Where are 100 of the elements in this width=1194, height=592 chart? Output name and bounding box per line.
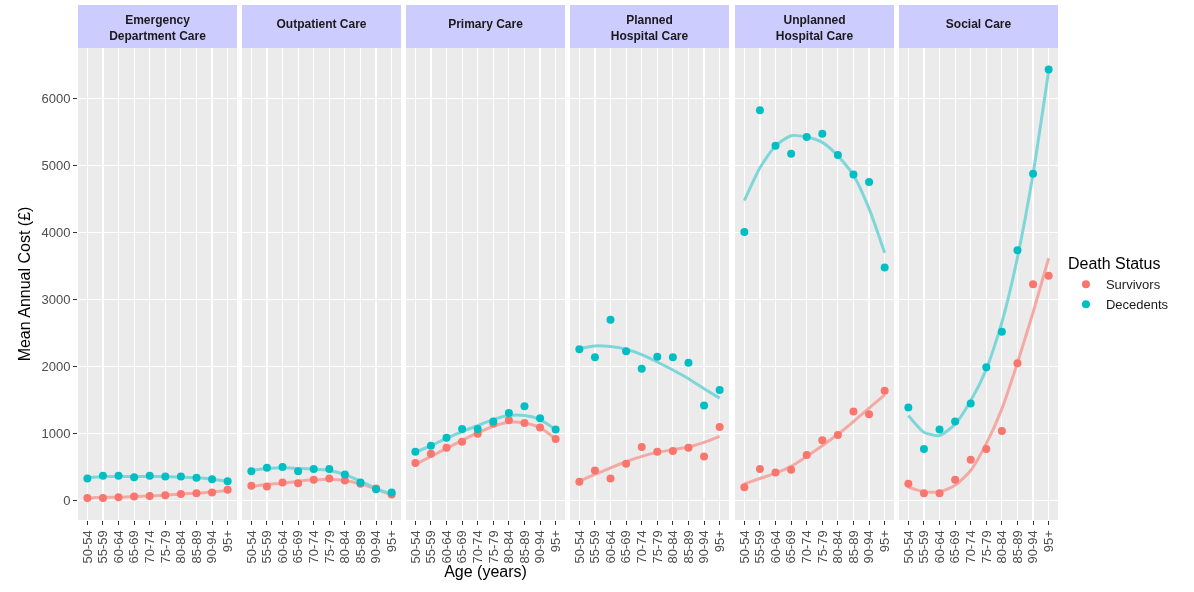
point <box>551 425 560 434</box>
point <box>951 417 960 426</box>
x-tick-label: 80-84 <box>665 530 681 564</box>
legend-label: Decedents <box>1105 297 1169 313</box>
point <box>98 471 107 480</box>
point <box>278 463 287 472</box>
x-tick-label: 55-59 <box>916 530 932 564</box>
x-axis-title: Age (years) <box>444 563 527 581</box>
point <box>520 402 529 411</box>
x-tick-label: 65-69 <box>618 530 634 564</box>
point <box>919 445 928 454</box>
x-tick-label: 70-74 <box>798 530 814 564</box>
point <box>700 401 709 410</box>
point <box>411 447 420 456</box>
point <box>504 416 513 425</box>
x-tick-label: 95+ <box>219 530 235 553</box>
point <box>83 493 92 502</box>
x-tick-label: 50-54 <box>407 530 423 564</box>
x-tick-label: 55-59 <box>587 530 603 564</box>
point <box>935 489 944 498</box>
point <box>715 386 724 395</box>
point <box>982 363 991 372</box>
point <box>684 358 693 367</box>
y-axis-title: Mean Annual Cost (£) <box>16 206 34 362</box>
point <box>426 441 435 450</box>
point <box>536 414 545 423</box>
point <box>668 447 677 456</box>
point <box>653 352 662 361</box>
point <box>865 410 874 419</box>
y-tick-label: 6000 <box>41 91 71 107</box>
x-tick-label: 95+ <box>383 530 399 553</box>
point <box>247 467 256 476</box>
point <box>684 443 693 452</box>
point <box>700 452 709 461</box>
point <box>294 479 303 488</box>
x-tick-label: 55-59 <box>95 530 111 564</box>
point <box>637 364 646 373</box>
point <box>309 475 318 484</box>
x-tick-label: 80-84 <box>337 530 353 564</box>
x-tick-label: 50-54 <box>900 530 916 564</box>
x-tick-label: 85-89 <box>680 530 696 564</box>
x-tick-label: 65-69 <box>783 530 799 564</box>
point <box>278 478 287 487</box>
point <box>740 483 749 492</box>
x-tick-label: 95+ <box>711 530 727 553</box>
x-tick-label: 90-94 <box>696 530 712 564</box>
x-tick-label: 60-64 <box>274 530 290 564</box>
point <box>668 353 677 362</box>
point <box>208 488 217 497</box>
point <box>951 475 960 484</box>
x-tick-label: 85-89 <box>188 530 204 564</box>
point <box>309 465 318 474</box>
point <box>130 492 139 501</box>
point <box>442 433 451 442</box>
point <box>536 423 545 432</box>
point <box>740 228 749 237</box>
x-tick-label: 80-84 <box>994 530 1010 564</box>
point <box>880 386 889 395</box>
point <box>606 474 615 483</box>
legend-label: Survivors <box>1105 277 1161 293</box>
x-tick-label: 75-79 <box>978 530 994 564</box>
point <box>294 467 303 476</box>
x-tick-label: 60-64 <box>602 530 618 564</box>
point <box>145 471 154 480</box>
x-tick-label: 65-69 <box>454 530 470 564</box>
y-tick-label: 0 <box>63 493 71 509</box>
point <box>865 177 874 186</box>
x-tick-label: 75-79 <box>649 530 665 564</box>
x-tick-label: 65-69 <box>126 530 142 564</box>
x-tick-label: 65-69 <box>947 530 963 564</box>
point <box>997 327 1006 336</box>
point <box>247 481 256 490</box>
chart-title: Outpatient Care <box>276 17 367 32</box>
x-tick-label: 90-94 <box>861 530 877 564</box>
x-tick-label: 90-94 <box>204 530 220 564</box>
x-tick-label: 60-64 <box>438 530 454 564</box>
point <box>787 149 796 158</box>
point <box>880 263 889 272</box>
x-tick-label: 55-59 <box>259 530 275 564</box>
point <box>426 449 435 458</box>
point <box>98 493 107 502</box>
point <box>622 459 631 468</box>
point <box>262 463 271 472</box>
point <box>966 455 975 464</box>
x-tick-label: 85-89 <box>845 530 861 564</box>
point <box>787 465 796 474</box>
x-tick-label: 50-54 <box>243 530 259 564</box>
y-tick-label: 2000 <box>41 359 71 375</box>
x-tick-label: 85-89 <box>352 530 368 564</box>
point <box>606 315 615 324</box>
point <box>755 465 764 474</box>
x-tick-label: 70-74 <box>962 530 978 564</box>
point <box>1044 65 1053 74</box>
point <box>114 493 123 502</box>
x-tick-label: 85-89 <box>1009 530 1025 564</box>
x-tick-label: 70-74 <box>633 530 649 564</box>
point <box>818 436 827 445</box>
x-tick-label: 70-74 <box>141 530 157 564</box>
point <box>340 470 349 479</box>
x-tick-label: 60-64 <box>767 530 783 564</box>
